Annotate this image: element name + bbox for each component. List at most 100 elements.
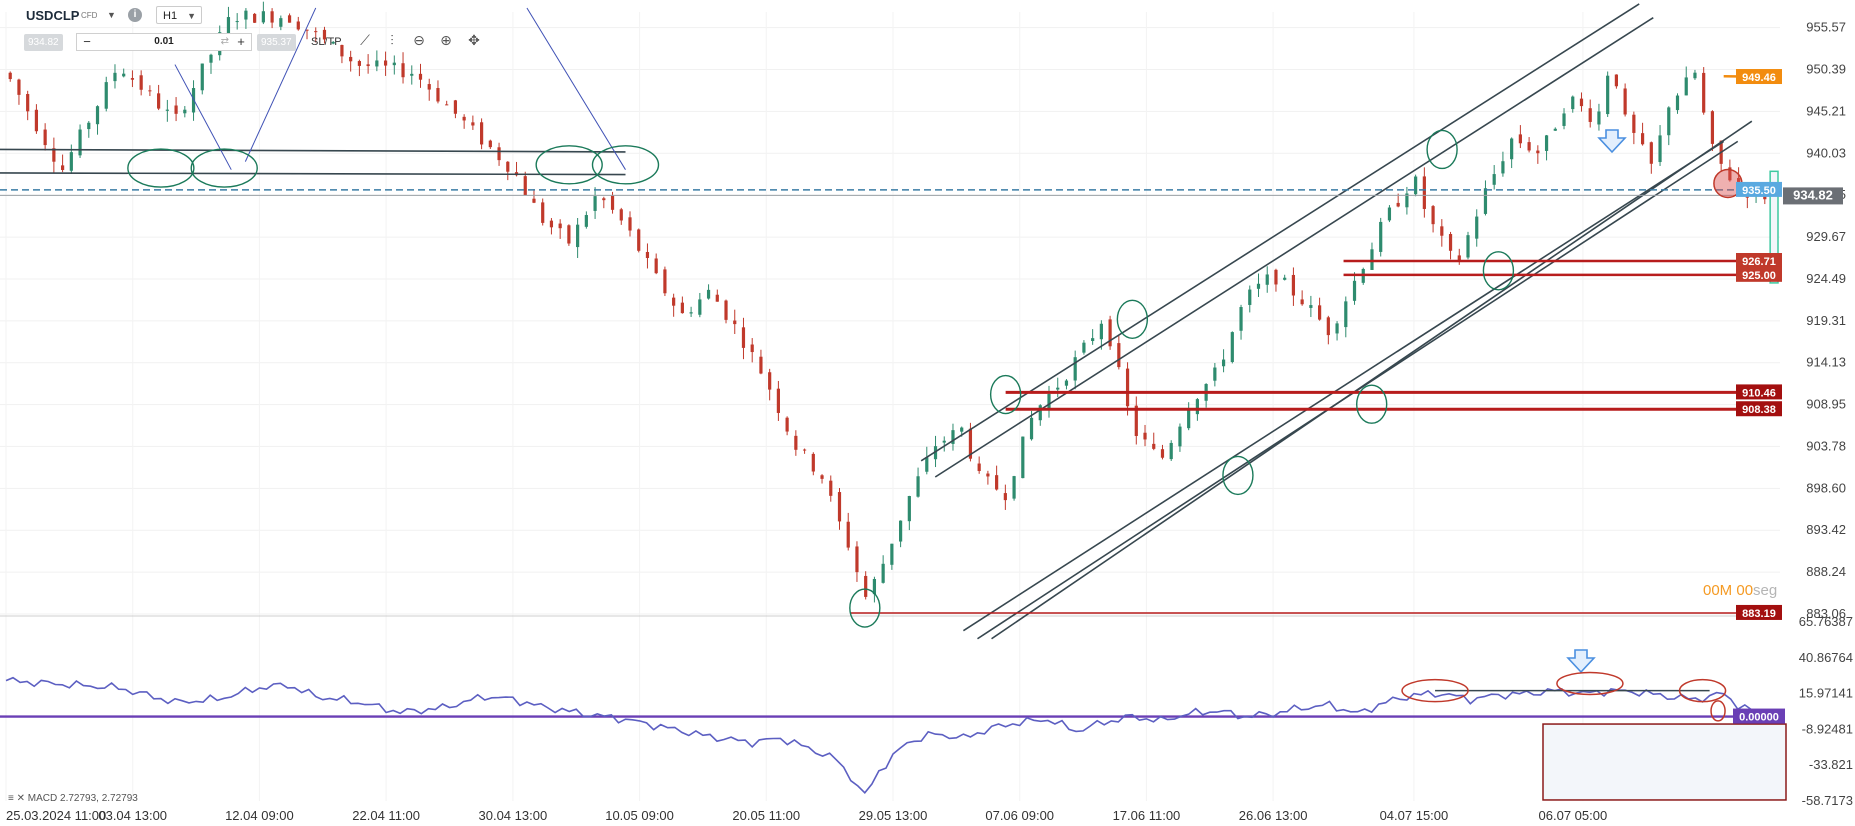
candle	[1658, 125, 1662, 166]
candle	[1344, 296, 1348, 338]
level-label: 908.38	[1736, 401, 1782, 417]
candle	[689, 306, 693, 317]
bid-price-button[interactable]: 934.82	[24, 34, 63, 51]
candle-body	[1056, 387, 1060, 390]
candle-body	[1178, 426, 1182, 447]
candle	[706, 284, 711, 300]
level-label: 925.00	[1736, 266, 1782, 282]
candle-body	[654, 258, 658, 274]
candle	[130, 70, 135, 88]
candle	[1309, 295, 1313, 318]
time-tick-label: 12.04 09:00	[225, 808, 294, 823]
candle-body	[1414, 176, 1418, 195]
candle	[1440, 219, 1444, 247]
candle	[139, 70, 143, 96]
candle-body	[1344, 301, 1348, 328]
candle-body	[1649, 142, 1653, 164]
candle	[8, 71, 12, 82]
symbol-label[interactable]: USDCLP	[26, 8, 80, 23]
level-label-bg	[1736, 181, 1782, 197]
candle-body	[1632, 114, 1636, 133]
candle-body	[1379, 221, 1383, 252]
candle	[541, 198, 545, 226]
candle-body	[890, 543, 894, 565]
candle-body	[174, 105, 178, 114]
candle-body	[907, 496, 911, 522]
level-label: 934.82	[1783, 187, 1843, 205]
highlight-circle-0	[127, 148, 195, 188]
candle-body	[471, 122, 475, 126]
candle-body	[1527, 142, 1531, 151]
candle-body	[1579, 98, 1584, 107]
candle-body	[1606, 75, 1610, 115]
zoom-in-icon[interactable]: ⊕	[440, 32, 452, 48]
candle	[1256, 273, 1261, 297]
symbol-dropdown-chevron-icon[interactable]: ▼	[107, 10, 116, 20]
candle	[69, 144, 73, 174]
qty-plus-button[interactable]: +	[237, 34, 245, 49]
timeframe-select[interactable]: H1 ▼	[156, 6, 202, 24]
level-label: 910.46	[1736, 384, 1782, 400]
candle	[87, 121, 91, 138]
candle-body	[584, 215, 588, 227]
candle-body	[410, 73, 414, 76]
ask-price-button[interactable]: 935.37	[257, 34, 296, 51]
line-chart-icon[interactable]: ⟋	[360, 32, 370, 48]
candle-body	[741, 327, 746, 348]
candle	[802, 448, 807, 454]
candle	[488, 139, 492, 149]
sltp-button[interactable]: SL/TP	[311, 36, 342, 48]
swap-icon[interactable]: ⇄	[220, 36, 229, 47]
candle	[1274, 268, 1278, 292]
highlight-circle-4	[849, 588, 881, 628]
candle-body	[261, 11, 265, 23]
candle-body	[1082, 342, 1086, 353]
move-icon[interactable]: ✥	[468, 32, 480, 48]
candle-body	[1658, 135, 1662, 163]
candle-body	[1518, 134, 1522, 144]
zoom-out-icon[interactable]: ⊖	[413, 32, 425, 48]
candle	[741, 317, 746, 360]
candle-body	[1571, 96, 1575, 110]
candle	[1448, 231, 1453, 260]
candle-body	[1710, 111, 1715, 144]
candle	[340, 44, 344, 64]
candle	[1099, 320, 1103, 350]
candle	[253, 12, 257, 24]
candle-body	[1431, 206, 1435, 225]
candle	[95, 105, 100, 135]
candle	[296, 16, 300, 31]
candle	[1091, 329, 1095, 345]
candle-body	[1667, 107, 1671, 136]
candle-body	[724, 300, 728, 320]
level-label-bg	[1783, 187, 1843, 205]
candle-body	[549, 220, 554, 228]
candle-body	[322, 29, 327, 40]
quantity-stepper[interactable]: − 0.01 ⇄ +	[76, 33, 252, 51]
candle-body	[43, 129, 47, 146]
candle	[445, 100, 449, 106]
chevron-down-icon: ▼	[187, 11, 196, 21]
candle-body	[1195, 399, 1199, 415]
candle-body	[593, 196, 597, 211]
candle-body	[1544, 135, 1549, 151]
candle-body	[1213, 367, 1217, 381]
candle-body	[1021, 436, 1025, 479]
time-tick-label: 03.04 13:00	[98, 808, 167, 823]
qty-minus-button[interactable]: −	[83, 34, 91, 49]
price-tick-label: 883.06	[1806, 606, 1846, 621]
candle-body	[1125, 368, 1130, 407]
candle	[1265, 266, 1269, 293]
candle	[715, 289, 719, 302]
candle	[270, 8, 274, 29]
candle	[1414, 174, 1418, 197]
candles-icon[interactable]: ⫶	[390, 32, 394, 48]
candle-body	[1640, 133, 1645, 145]
quantity-input[interactable]: 0.01	[154, 36, 174, 47]
candle-body	[34, 109, 39, 132]
candle-body	[1702, 72, 1706, 113]
candle	[855, 541, 859, 582]
info-icon[interactable]: i	[128, 8, 142, 22]
highlight-circle-7	[1222, 455, 1254, 496]
